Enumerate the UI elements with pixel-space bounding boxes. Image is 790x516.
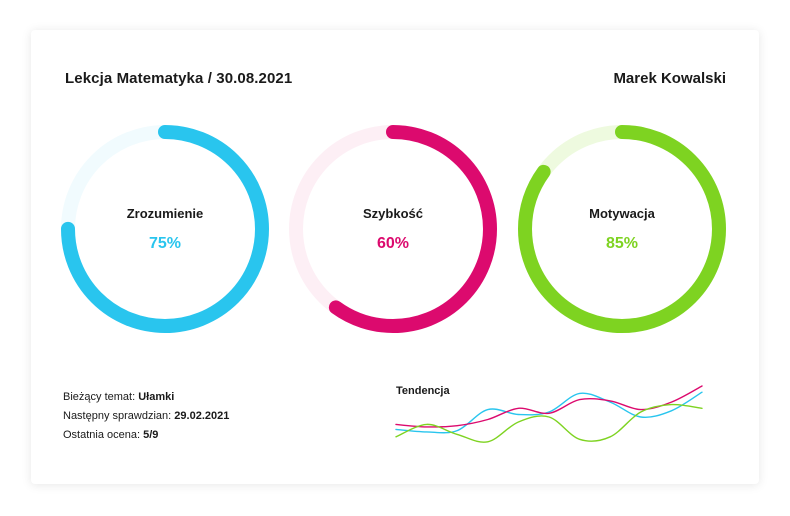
current-topic-row: Bieżący temat: Ułamki bbox=[63, 388, 229, 407]
metric-label: Zrozumienie bbox=[126, 206, 204, 221]
metric-label: Motywacja bbox=[589, 206, 655, 221]
trend-series-line-1 bbox=[395, 391, 703, 434]
next-test-row: Następny sprawdzian: 29.02.2021 bbox=[63, 407, 229, 426]
lesson-info: Bieżący temat: Ułamki Następny sprawdzia… bbox=[63, 388, 229, 445]
lesson-card bbox=[31, 30, 759, 484]
metric-value: 75% bbox=[148, 235, 182, 252]
lesson-title: Lekcja Matematyka / 30.08.2021 bbox=[65, 70, 293, 87]
ring-progress-arc bbox=[289, 125, 497, 333]
ring-chart bbox=[518, 125, 726, 333]
student-name: Marek Kowalski bbox=[613, 70, 726, 87]
trend-title: Tendencja bbox=[396, 385, 450, 397]
next-test-label: Następny sprawdzian: bbox=[63, 410, 172, 422]
ring-progress-arc bbox=[518, 125, 726, 333]
trend-series-line-3 bbox=[395, 403, 703, 443]
next-test-value: 29.02.2021 bbox=[174, 410, 230, 422]
metric-ring-motywacja: Motywacja 85% bbox=[517, 124, 727, 334]
ring-chart bbox=[289, 125, 497, 333]
last-grade-label: Ostatnia ocena: bbox=[63, 429, 141, 441]
ring-progress-arc bbox=[61, 125, 269, 333]
last-grade-value: 5/9 bbox=[143, 429, 159, 441]
ring-chart bbox=[61, 125, 269, 333]
metric-ring-zrozumienie: Zrozumienie 75% bbox=[60, 124, 270, 334]
metric-label: Szybkość bbox=[363, 206, 423, 221]
metric-value: 60% bbox=[376, 235, 410, 252]
current-topic-label: Bieżący temat: bbox=[63, 391, 136, 403]
metric-ring-szybkosc: Szybkość 60% bbox=[288, 124, 498, 334]
trend-chart bbox=[395, 385, 703, 443]
metric-value: 85% bbox=[605, 235, 639, 252]
last-grade-row: Ostatnia ocena: 5/9 bbox=[63, 426, 229, 445]
current-topic-value: Ułamki bbox=[138, 391, 175, 403]
